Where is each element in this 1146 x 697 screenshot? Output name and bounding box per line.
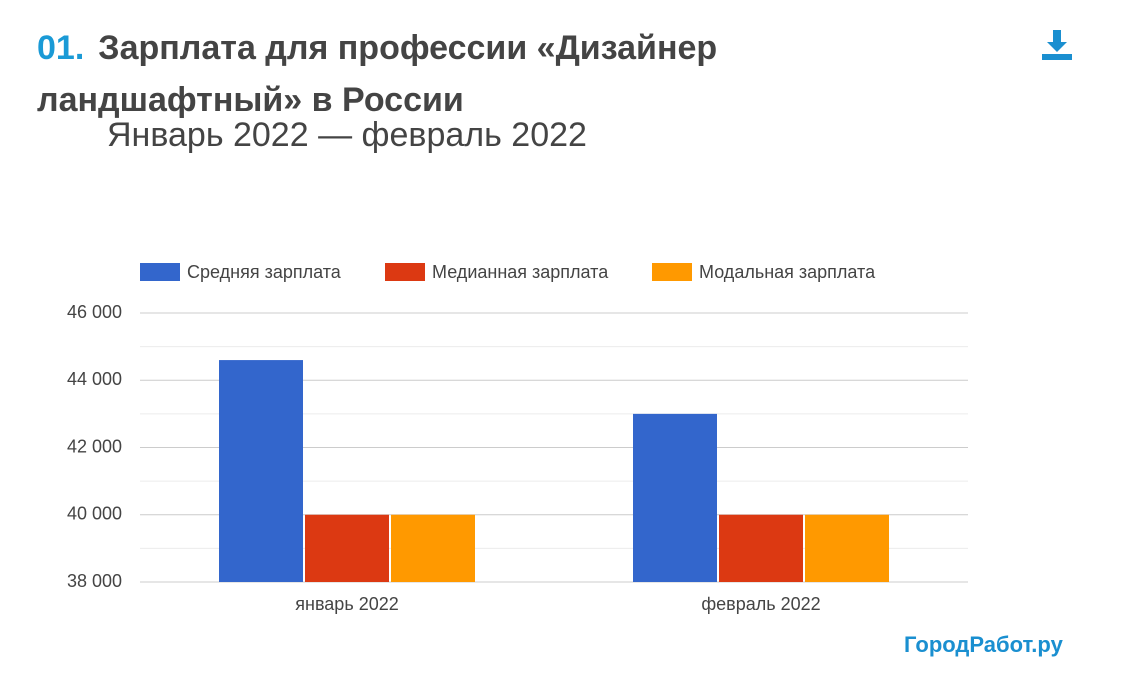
legend-swatch [385,263,425,281]
x-tick-label: январь 2022 [295,594,399,614]
y-tick-label: 40 000 [67,504,122,524]
title-number: 01. [37,29,85,67]
y-tick-label: 42 000 [67,436,122,456]
legend-label: Модальная зарплата [699,262,876,282]
legend-swatch [652,263,692,281]
download-arrow [1047,30,1067,52]
bar [219,360,303,582]
subtitle: Январь 2022 — февраль 2022 [107,116,587,154]
download-tray [1042,54,1072,60]
logo: ГородРабот.ру [904,632,1063,657]
download-button[interactable] [1040,28,1074,62]
y-tick-label: 44 000 [67,369,122,389]
legend-label: Средняя зарплата [187,262,342,282]
y-tick-label: 38 000 [67,571,122,591]
legend-label: Медианная зарплата [432,262,609,282]
chart-title: Зарплата для профессии «Дизайнер ландшаф… [37,29,718,119]
y-tick-label: 46 000 [67,302,122,322]
bar [391,514,475,582]
bar [719,514,803,582]
title-block: 01. Зарплата для профессии «Дизайнер ланд… [37,22,827,126]
bar [305,514,389,582]
legend-swatch [140,263,180,281]
x-tick-label: февраль 2022 [701,594,820,614]
bar [805,514,889,582]
bar [633,413,717,582]
